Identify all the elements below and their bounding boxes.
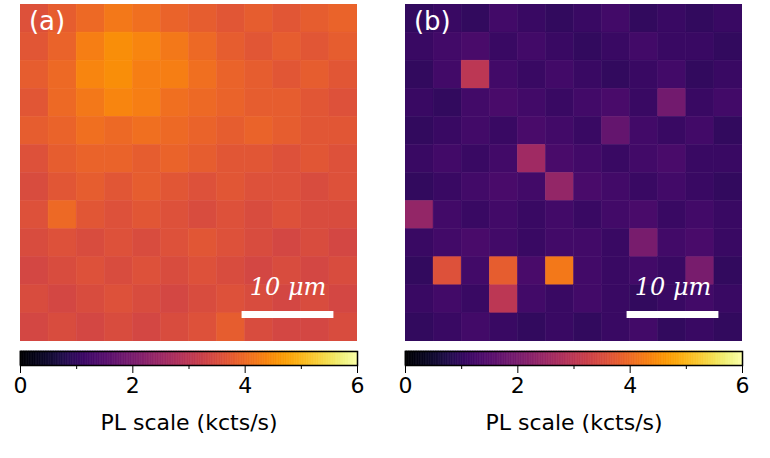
svg-text:0: 0 (14, 373, 28, 398)
svg-text:10 μm: 10 μm (635, 273, 712, 301)
svg-text:10 μm: 10 μm (250, 273, 327, 301)
svg-text:2: 2 (126, 373, 140, 398)
svg-text:6: 6 (351, 373, 365, 398)
svg-text:4: 4 (238, 373, 252, 398)
svg-text:2: 2 (511, 373, 525, 398)
svg-text:0: 0 (399, 373, 413, 398)
svg-text:(a): (a) (29, 6, 65, 36)
svg-text:PL scale (kcts/s): PL scale (kcts/s) (485, 410, 662, 435)
svg-text:4: 4 (623, 373, 637, 398)
svg-text:PL scale (kcts/s): PL scale (kcts/s) (100, 410, 277, 435)
svg-text:(b): (b) (414, 6, 451, 36)
svg-text:6: 6 (736, 373, 750, 398)
